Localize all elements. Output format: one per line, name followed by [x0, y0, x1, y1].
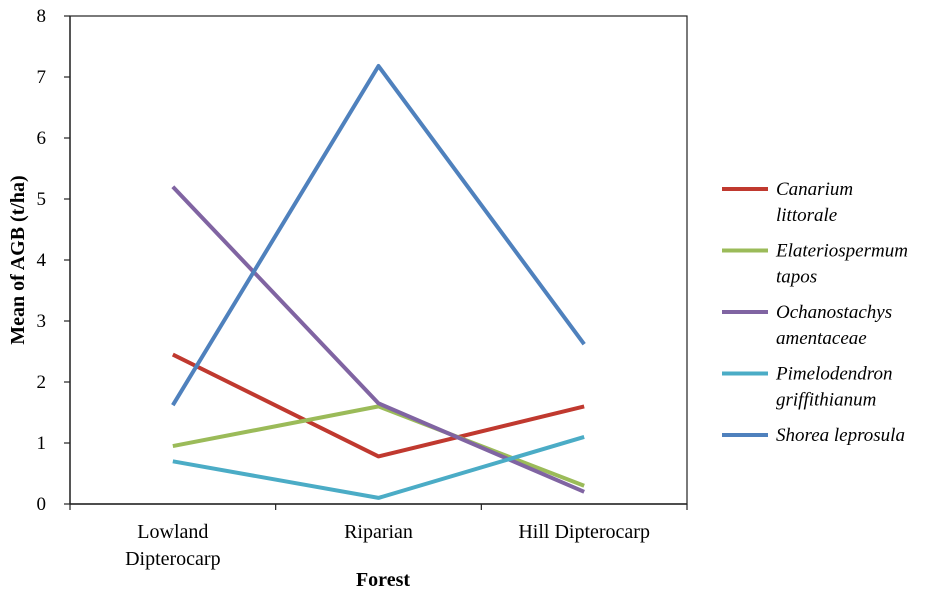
- y-tick-label: 4: [37, 250, 47, 271]
- axes: [69, 15, 688, 505]
- x-category-label: Lowland Dipterocarp: [125, 521, 221, 570]
- y-tick-label: 1: [37, 433, 47, 454]
- y-tick-label: 8: [37, 6, 47, 27]
- plot-area-border: [69, 15, 688, 505]
- y-tick-labels: 0 1 2 3 4 5 6 7 8: [37, 6, 70, 515]
- x-category-label: Riparian: [344, 521, 413, 543]
- legend-entry: Pimelodendron griffithianum: [775, 364, 892, 411]
- y-axis-title: Mean of AGB (t/ha): [7, 175, 29, 344]
- series-line: [171, 185, 585, 494]
- x-category-label: Hill Dipterocarp: [518, 521, 650, 543]
- legend-entry: Elateriospermum tapos: [775, 241, 908, 288]
- legend-entry: Shorea leprosula: [776, 425, 905, 446]
- y-tick-label: 0: [37, 494, 47, 515]
- series-lines: [171, 64, 586, 500]
- x-category-labels: Lowland Dipterocarp Riparian Hill Dipteroca…: [69, 504, 688, 570]
- series-line: [171, 64, 586, 407]
- legend-entry: Canarium littorale: [776, 179, 853, 226]
- y-tick-label: 3: [37, 311, 47, 332]
- series-line: [171, 352, 585, 459]
- y-tick-label: 7: [37, 67, 47, 88]
- legend: Canarium littorale Elateriospermum tapos Och…: [722, 179, 908, 446]
- y-tick-label: 5: [37, 189, 47, 210]
- x-axis-title: Forest: [356, 569, 410, 591]
- y-tick-label: 6: [37, 128, 47, 149]
- legend-entry: Ochanostachys amentaceae: [776, 302, 892, 349]
- series-line: [172, 434, 585, 500]
- y-tick-label: 2: [37, 372, 47, 393]
